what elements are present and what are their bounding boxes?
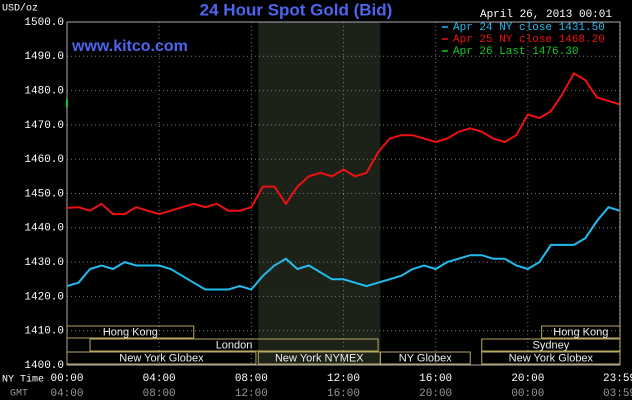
data-point xyxy=(66,99,68,108)
y-tick-label: 1440.0 xyxy=(24,223,64,235)
session-box xyxy=(66,351,257,365)
session-label: Hong Kong xyxy=(553,326,608,338)
site-label: www.kitco.com xyxy=(71,38,188,55)
x-tick-label: 20:00 xyxy=(511,373,544,385)
session-label: Sydney xyxy=(533,339,570,351)
session-box xyxy=(66,325,195,339)
x-tick-label: 08:00 xyxy=(235,373,268,385)
series-line xyxy=(66,206,620,291)
legend-label: Apr 24 NY close 1431.50 xyxy=(453,22,605,34)
session-label: New York Globex xyxy=(509,352,594,364)
legend-label: Apr 25 NY close 1468.20 xyxy=(453,34,605,46)
session-label: New York Globex xyxy=(119,352,204,364)
y-tick-label: 1400.0 xyxy=(24,360,64,372)
x2-axis-label: GMT xyxy=(10,389,28,400)
session-label: Hong Kong xyxy=(103,326,158,338)
session-box xyxy=(481,338,621,352)
session-label: New York NYMEX xyxy=(275,352,364,364)
x-tick-label: 12:00 xyxy=(327,373,360,385)
session-box xyxy=(541,325,621,339)
y-tick-label: 1500.0 xyxy=(24,17,64,29)
x-tick-label: 00:00 xyxy=(50,373,83,385)
x2-tick-label: 04:00 xyxy=(50,388,83,400)
plot-frame xyxy=(66,21,621,366)
session-box xyxy=(481,351,621,365)
legend-label: Apr 26 Last 1476.30 xyxy=(453,46,578,58)
session-label: London xyxy=(216,339,253,351)
y-tick-label: 1490.0 xyxy=(24,51,64,63)
x2-tick-label: 12:00 xyxy=(235,388,268,400)
series-line xyxy=(66,72,620,216)
x2-tick-label: 08:00 xyxy=(143,388,176,400)
x2-tick-label: 20:00 xyxy=(419,388,452,400)
x2-tick-label: 16:00 xyxy=(327,388,360,400)
chart-title: 24 Hour Spot Gold (Bid) xyxy=(200,0,393,19)
x-axis-label: NY Time xyxy=(2,374,44,386)
session-box xyxy=(379,351,471,365)
session-label: NY Globex xyxy=(399,352,452,364)
y-tick-label: 1430.0 xyxy=(24,257,64,269)
x-tick-label: 16:00 xyxy=(419,373,452,385)
y-tick-label: 1460.0 xyxy=(24,154,64,166)
x2-tick-label: 03:59 xyxy=(603,388,632,400)
x2-tick-label: 00:00 xyxy=(511,388,544,400)
x-tick-label: 04:00 xyxy=(143,373,176,385)
session-box xyxy=(89,338,379,352)
y-tick-label: 1450.0 xyxy=(24,188,64,200)
y-tick-label: 1420.0 xyxy=(24,291,64,303)
y-tick-label: 1410.0 xyxy=(24,326,64,338)
y-tick-label: 1480.0 xyxy=(24,86,64,98)
date-label: April 26, 2013 00:01 xyxy=(480,9,612,21)
y-axis-label: USD/oz xyxy=(2,3,38,15)
x-tick-label: 23:59 xyxy=(603,373,632,385)
y-tick-label: 1470.0 xyxy=(24,120,64,132)
